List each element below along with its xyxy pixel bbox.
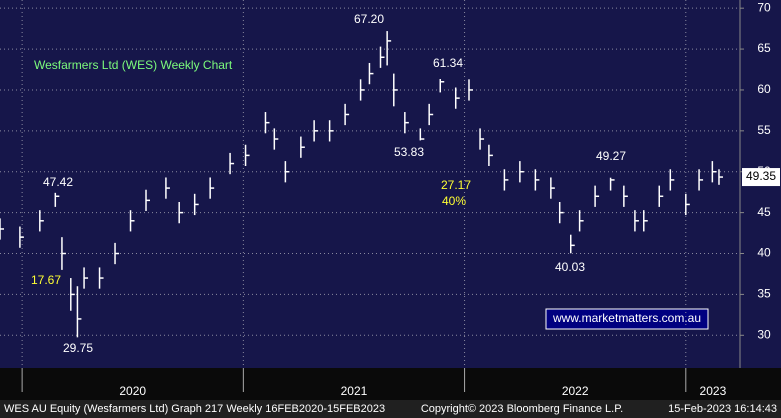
annotation: 53.83: [394, 145, 424, 159]
annotation: 61.34: [433, 56, 463, 70]
footer-text: 15-Feb-2023 16:14:43: [668, 403, 777, 415]
x-axis-band: [0, 368, 781, 400]
annotation: 40%: [442, 194, 466, 208]
x-tick-label: 2023: [700, 384, 727, 398]
y-tick-label: 45: [757, 205, 771, 219]
last-price-box: [742, 168, 780, 187]
chart-title: Wesfarmers Ltd (WES) Weekly Chart: [34, 58, 233, 72]
x-tick-label: 2021: [341, 384, 368, 398]
y-tick-label: 40: [757, 246, 771, 260]
plot-background: [0, 0, 781, 368]
y-tick-label: 60: [757, 82, 771, 96]
last-price-label: 49.35: [746, 169, 776, 183]
annotation: 40.03: [555, 260, 585, 274]
y-tick-label: 55: [757, 123, 771, 137]
footer-text: WES AU Equity (Wesfarmers Ltd) Graph 217…: [4, 403, 385, 415]
annotation: 17.67: [31, 273, 61, 287]
annotation: 67.20: [354, 12, 384, 26]
x-tick-label: 2022: [562, 384, 589, 398]
footer-band: [0, 400, 781, 418]
annotation: 49.27: [596, 149, 626, 163]
footer-text: Copyright© 2023 Bloomberg Finance L.P.: [421, 403, 623, 415]
watermark: www.marketmatters.com.au: [552, 311, 701, 325]
y-tick-label: 65: [757, 41, 771, 55]
y-tick-label: 35: [757, 287, 771, 301]
watermark-box: [545, 308, 709, 330]
annotation: 47.42: [43, 175, 73, 189]
x-tick-label: 2020: [119, 384, 146, 398]
y-tick-label: 70: [757, 0, 771, 14]
annotation: 27.17: [441, 178, 471, 192]
y-tick-label: 30: [757, 327, 771, 341]
annotation: 29.75: [63, 341, 93, 355]
